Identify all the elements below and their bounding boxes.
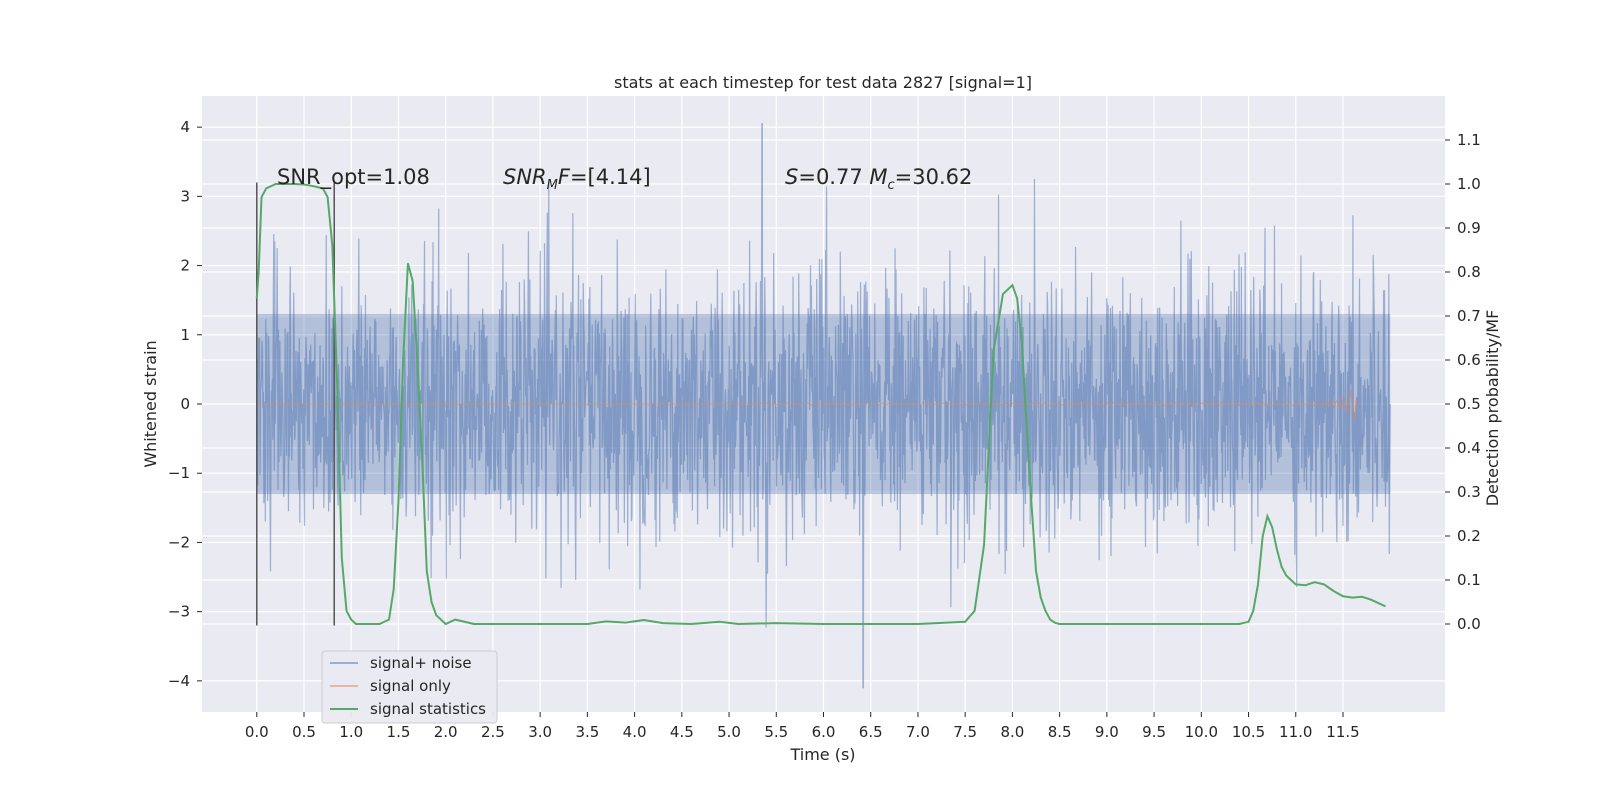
y-right-axis-ticks: 0.0 0.1 0.2 0.3 0.4 0.5 0.6 0.7 0.8 0.9 1.0 1.1 [1445, 131, 1481, 633]
chart-title: stats at each timestep for test data 282… [614, 73, 1032, 92]
y-right-axis-label: Detection probability/MF [1483, 310, 1502, 507]
y-right-tick-label: 0.0 [1457, 615, 1481, 633]
annotations: SNR_opt=1.08 SNRMF=[4.14] S=0.77 Mc=30.6… [277, 165, 972, 193]
x-axis-label: Time (s) [789, 745, 855, 764]
annotation-snr-opt: SNR_opt=1.08 [277, 165, 430, 190]
x-tick-label: 6.0 [812, 723, 836, 741]
legend: signal+ noise signal only signal statist… [321, 650, 498, 724]
y-right-tick-label: 0.6 [1457, 351, 1481, 369]
x-tick-label: 9.0 [1095, 723, 1119, 741]
signal-statistics-line [255, 183, 1386, 626]
y-right-tick-label: 0.8 [1457, 263, 1481, 281]
y-right-tick-label: 1.1 [1457, 131, 1481, 149]
y-tick-label: 4 [180, 118, 190, 136]
y-tick-label: 0 [180, 395, 190, 413]
y-right-tick-label: 0.2 [1457, 527, 1481, 545]
legend-label-signal-statistics: signal statistics [370, 700, 486, 718]
y-tick-label: 2 [180, 257, 190, 275]
y-tick-label: 1 [180, 326, 190, 344]
legend-label-signal-only: signal only [370, 677, 451, 695]
x-tick-label: 5.5 [764, 723, 788, 741]
x-tick-label: 0.5 [292, 723, 316, 741]
x-tick-label: 2.5 [481, 723, 505, 741]
x-tick-label: 7.5 [953, 723, 977, 741]
x-tick-label: 8.5 [1048, 723, 1072, 741]
x-axis-ticks: 0.0 0.5 1.0 1.5 2.0 2.5 3.0 3.5 4.0 4.5 5.0 5.5 6.0 6… [245, 712, 1360, 741]
y-right-tick-label: 0.3 [1457, 483, 1481, 501]
signal-noise-line [256, 123, 1391, 689]
y-right-tick-label: 1.0 [1457, 175, 1481, 193]
legend-label-signal-noise: signal+ noise [370, 654, 472, 672]
annotation-s-mc: S=0.77 Mc=30.62 [785, 165, 972, 193]
y-right-tick-label: 0.5 [1457, 395, 1481, 413]
y-axis-label: Whitened strain [141, 340, 160, 467]
y-tick-label: −4 [168, 672, 190, 690]
annotation-snr-mf: SNRMF=[4.14] [503, 165, 651, 193]
y-tick-label: −1 [168, 464, 190, 482]
x-tick-label: 1.5 [387, 723, 411, 741]
x-tick-label: 11.5 [1326, 723, 1359, 741]
x-tick-label: 3.5 [575, 723, 599, 741]
x-tick-label: 11.0 [1279, 723, 1312, 741]
x-tick-label: 4.5 [670, 723, 694, 741]
signal-only-line [256, 390, 1359, 421]
x-tick-label: 10.5 [1232, 723, 1265, 741]
x-tick-label: 9.5 [1142, 723, 1166, 741]
x-tick-label: 7.0 [906, 723, 930, 741]
vertical-markers [256, 182, 335, 626]
signal-statistics-series [255, 183, 1386, 626]
y-axis-ticks: −4 −3 −2 −1 0 1 2 3 4 [168, 118, 202, 690]
x-tick-label: 0.0 [245, 723, 269, 741]
y-right-tick-label: 0.1 [1457, 571, 1481, 589]
y-right-tick-label: 0.9 [1457, 219, 1481, 237]
x-tick-label: 3.0 [528, 723, 552, 741]
x-tick-label: 6.5 [859, 723, 883, 741]
y-tick-label: −3 [168, 603, 190, 621]
x-tick-label: 8.0 [1000, 723, 1024, 741]
x-tick-label: 4.0 [623, 723, 647, 741]
x-tick-label: 10.0 [1185, 723, 1218, 741]
x-tick-label: 2.0 [434, 723, 458, 741]
legend-box [321, 650, 498, 724]
y-tick-label: −2 [168, 533, 190, 551]
y-right-tick-label: 0.7 [1457, 307, 1481, 325]
y-tick-label: 3 [180, 187, 190, 205]
x-tick-label: 1.0 [339, 723, 363, 741]
y-right-tick-label: 0.4 [1457, 439, 1481, 457]
signal-only-series [256, 390, 1359, 421]
x-tick-label: 5.0 [717, 723, 741, 741]
